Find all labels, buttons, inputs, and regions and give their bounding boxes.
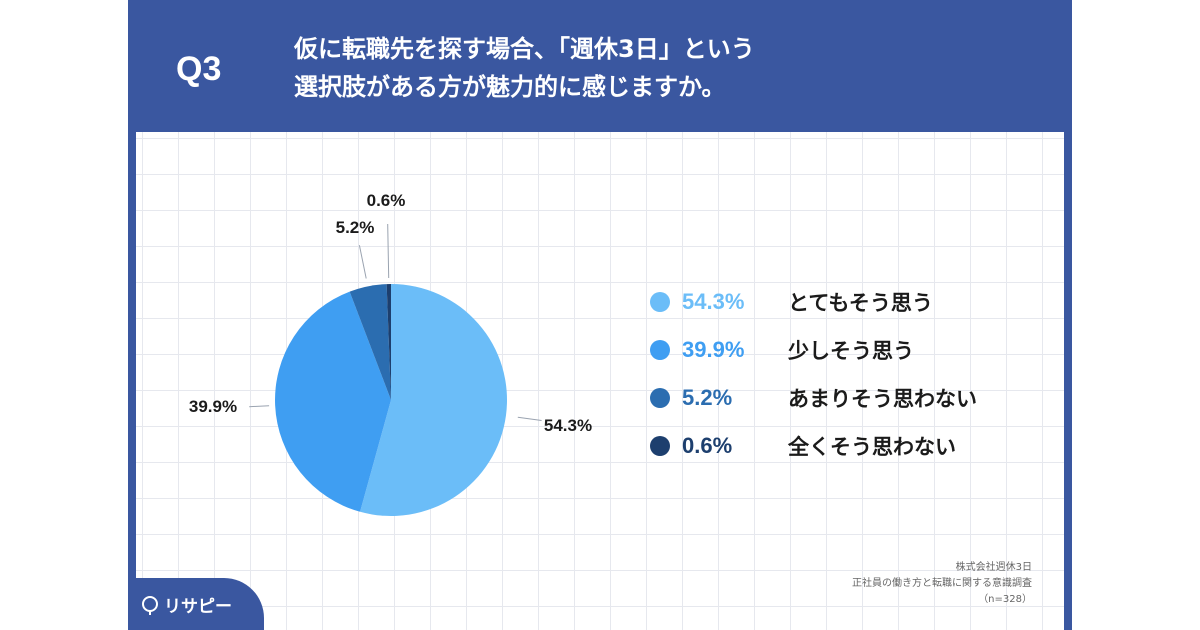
pie-leader-line-4	[387, 223, 390, 279]
source-sample-size: （n=328）	[978, 594, 1032, 605]
legend-label-4: 全くそう思わない	[788, 435, 956, 459]
legend-item: 5.2% あまりそう思わない	[650, 374, 977, 422]
legend-item: 54.3% とてもそう思う	[650, 278, 977, 326]
legend: 54.3% とてもそう思う 39.9% 少しそう思う 5.2% あまりそう思わな…	[650, 278, 977, 470]
pie-leader-line-1	[517, 416, 542, 421]
legend-swatch-4	[650, 436, 670, 456]
pie-data-label-4: 0.6%	[367, 191, 406, 210]
legend-value-1: 54.3%	[682, 289, 745, 314]
pie-slice-3	[349, 284, 391, 400]
legend-swatch-3	[650, 388, 670, 408]
legend-label-1: とてもそう思う	[788, 291, 933, 315]
legend-item: 39.9% 少しそう思う	[650, 326, 977, 374]
pie-leader-lines	[249, 223, 542, 421]
pie-data-labels: 54.3% 39.9% 5.2% 0.6%	[189, 191, 592, 435]
pie-slice-2	[275, 291, 391, 512]
pie-slice-4	[386, 283, 391, 400]
question-title-line-2: 選択肢がある方が魅力的に感じますか。	[294, 73, 726, 101]
legend-swatch-1	[650, 292, 670, 312]
source-survey: 正社員の働き方と転職に関する意識調査	[852, 578, 1032, 589]
pie-data-label-3: 5.2%	[336, 218, 375, 237]
pie-leader-line-3	[358, 245, 367, 279]
infographic-frame: Q3 仮に転職先を探す場合、「週休3日」という 選択肢がある方が魅力的に感じます…	[128, 0, 1072, 630]
brand-logo-text: リサピー	[164, 596, 232, 617]
source-company: 株式会社週休3日	[955, 562, 1032, 573]
legend-label-2: 少しそう思う	[788, 339, 914, 363]
pin-icon	[142, 596, 158, 615]
legend-value-4: 0.6%	[682, 433, 733, 458]
pie-slices	[275, 283, 508, 516]
pie-slice-1	[360, 284, 508, 516]
pie-chart: 54.3% 39.9% 5.2% 0.6%	[189, 191, 592, 516]
question-title-line-1: 仮に転職先を探す場合、「週休3日」という	[294, 35, 755, 63]
question-number: Q3	[176, 50, 222, 88]
source-note: 株式会社週休3日 正社員の働き方と転職に関する意識調査 （n=328）	[712, 560, 1032, 608]
brand-logo: リサピー	[128, 578, 264, 630]
legend-value-3: 5.2%	[682, 385, 733, 410]
legend-label-3: あまりそう思わない	[788, 387, 977, 411]
pie-data-label-1: 54.3%	[544, 416, 592, 435]
legend-item: 0.6% 全くそう思わない	[650, 422, 977, 470]
legend-swatch-2	[650, 340, 670, 360]
pie-data-label-2: 39.9%	[189, 397, 237, 416]
legend-value-2: 39.9%	[682, 337, 745, 362]
question-title: 仮に転職先を探す場合、「週休3日」という 選択肢がある方が魅力的に感じますか。	[294, 30, 1034, 106]
pie-leader-line-2	[249, 405, 270, 408]
